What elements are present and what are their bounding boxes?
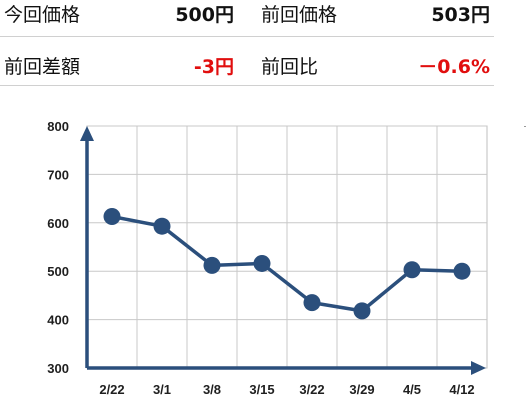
y-tick-label: 600 bbox=[47, 216, 69, 231]
price-row-change: 前回差額 -3円 前回比 －0.6% bbox=[0, 37, 494, 86]
x-tick-label: 3/1 bbox=[153, 382, 171, 397]
y-tick-label: 700 bbox=[47, 167, 69, 182]
data-point bbox=[303, 294, 321, 312]
x-tick-label: 3/8 bbox=[203, 382, 221, 397]
data-point bbox=[453, 262, 471, 280]
previous-price-label: 前回価格 bbox=[261, 4, 338, 26]
x-tick-label: 4/5 bbox=[403, 382, 421, 397]
x-tick-label: 3/29 bbox=[349, 382, 374, 397]
data-point bbox=[253, 254, 271, 272]
y-tick-label: 800 bbox=[47, 119, 69, 134]
price-summary-table: 今回価格 500円 前回価格 503円 前回差額 -3円 前回比 －0.6% bbox=[0, 0, 494, 86]
price-ratio-label: 前回比 bbox=[261, 56, 319, 78]
data-point bbox=[153, 217, 171, 235]
data-point bbox=[203, 256, 221, 274]
stray-mark bbox=[524, 126, 526, 127]
y-axis-tick-labels: 800 700 600 500 400 300 bbox=[47, 119, 69, 376]
price-diff-value: -3円 bbox=[193, 56, 234, 78]
data-point bbox=[353, 302, 371, 320]
axes bbox=[80, 126, 486, 375]
x-tick-label: 3/15 bbox=[249, 382, 274, 397]
y-tick-label: 400 bbox=[47, 313, 69, 328]
current-price-value: 500円 bbox=[175, 4, 234, 26]
x-axis-arrowhead bbox=[471, 361, 486, 375]
vertical-gridlines bbox=[136, 126, 438, 368]
x-tick-label: 2/22 bbox=[99, 382, 124, 397]
price-line-chart: 800 700 600 500 400 300 2/22 3/1 3/8 3/15 3/22 3/2… bbox=[47, 119, 488, 397]
data-point bbox=[403, 261, 421, 279]
x-axis-tick-labels: 2/22 3/1 3/8 3/15 3/22 3/29 4/5 4/12 bbox=[99, 382, 474, 397]
x-tick-label: 4/12 bbox=[449, 382, 474, 397]
data-point bbox=[103, 208, 121, 226]
y-tick-label: 300 bbox=[47, 361, 69, 376]
y-axis-arrowhead bbox=[80, 126, 94, 141]
y-tick-label: 500 bbox=[47, 264, 69, 279]
current-price-label: 今回価格 bbox=[4, 4, 81, 26]
x-tick-label: 3/22 bbox=[299, 382, 324, 397]
price-diff-label: 前回差額 bbox=[4, 56, 81, 78]
price-ratio-value: －0.6% bbox=[418, 56, 490, 78]
previous-price-value: 503円 bbox=[431, 4, 490, 26]
price-row-current: 今回価格 500円 前回価格 503円 bbox=[0, 0, 494, 37]
data-markers bbox=[103, 208, 471, 320]
series-line bbox=[111, 214, 463, 313]
